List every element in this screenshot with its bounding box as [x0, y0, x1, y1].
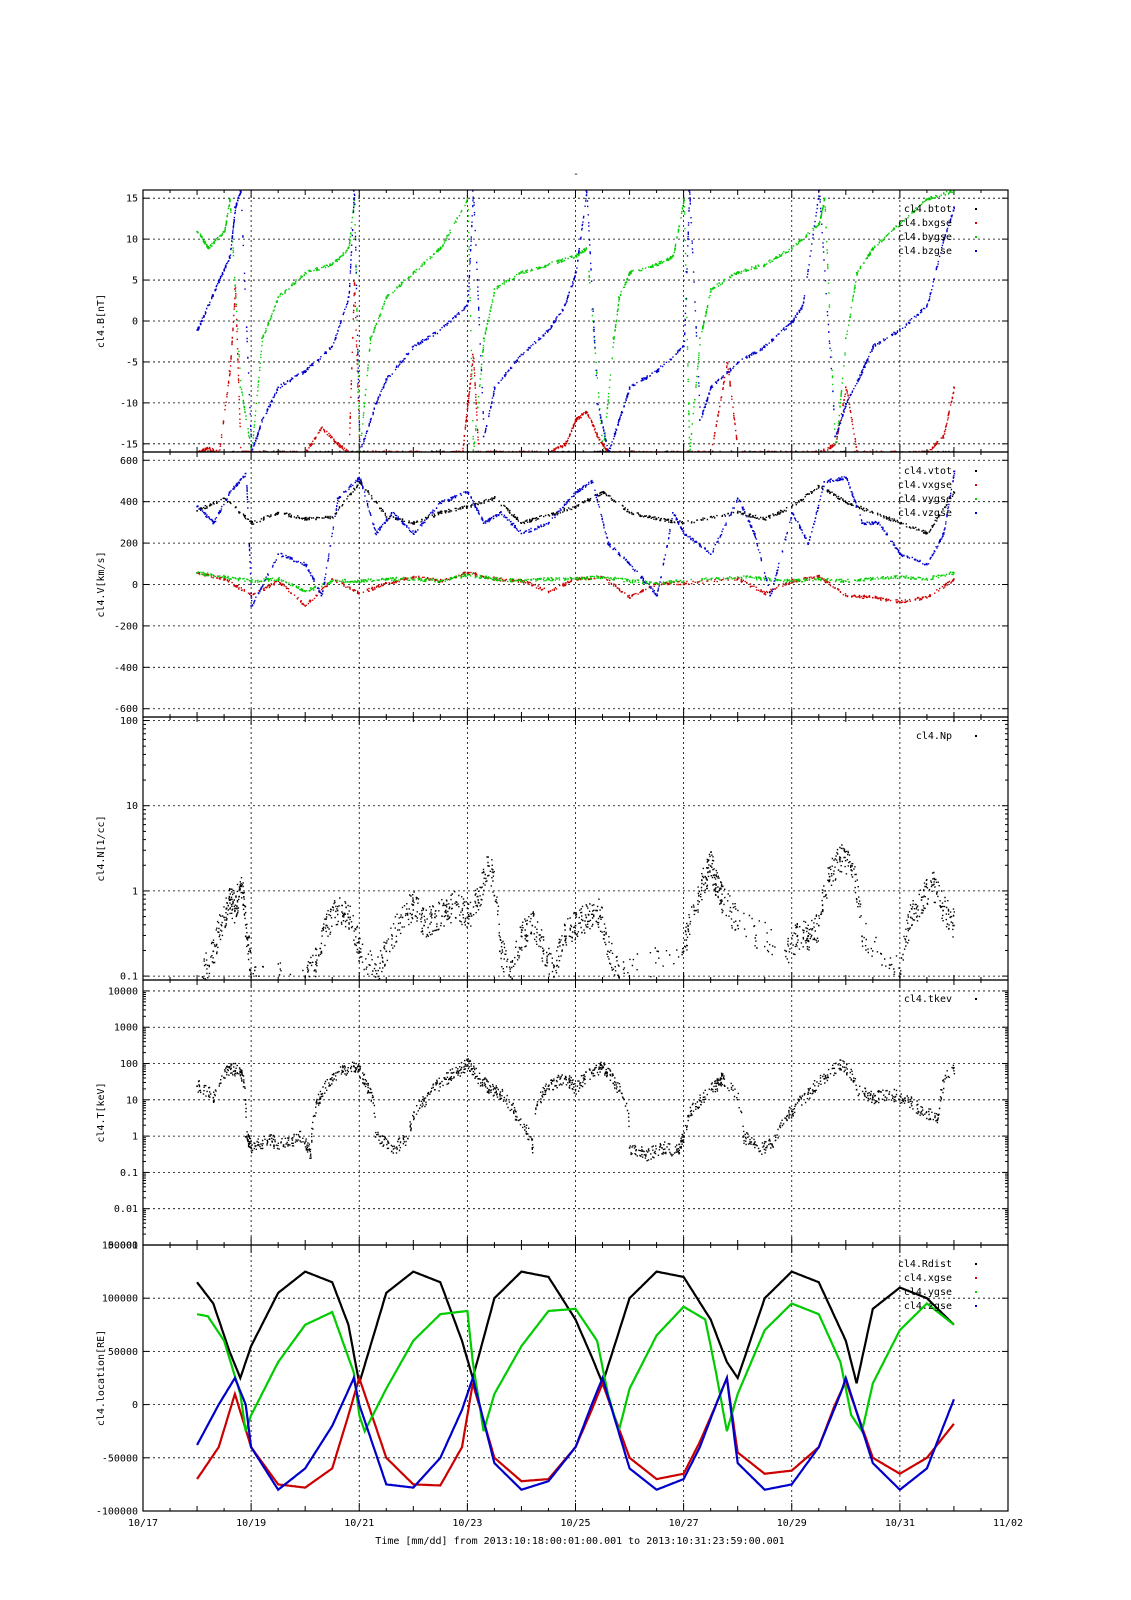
legend-label: cl4.bxgse: [898, 218, 952, 229]
y-tick-label: 50000: [108, 1347, 138, 1358]
data-layer: [196, 470, 956, 607]
legend-marker: [975, 470, 977, 472]
y-tick-label: 600: [120, 456, 138, 467]
legend-marker: [975, 250, 977, 252]
series-line-cl4.Rdist: [196, 1270, 955, 1387]
panel-1: -15 -10 -5 0 5 10 15 cl4.B[nT] cl4.btot cl4.bxgse…: [96, 189, 1009, 453]
legend-marker: [975, 998, 977, 1000]
legend-label: cl4.Rdist: [898, 1259, 952, 1270]
legend-marker: [975, 1291, 977, 1293]
legend-label: cl4.vzgse: [898, 508, 952, 519]
y-tick-label: 0.1: [120, 1168, 138, 1179]
y-tick-label: 0.01: [114, 1204, 138, 1215]
y-tick-label: 0.1: [120, 972, 138, 983]
y-tick-label: 100: [120, 716, 138, 727]
y-tick-label: 5: [132, 276, 138, 287]
x-tick-label: 10/21: [344, 1518, 374, 1529]
legend-label: cl4.vtot: [904, 466, 952, 477]
y-axis-label: cl4.location[RE]: [96, 1330, 107, 1426]
legend-label: cl4.ygse: [904, 1287, 952, 1298]
y-tick-label: -400: [114, 663, 138, 674]
legend-label: cl4.bzgse: [898, 246, 952, 257]
y-axis-label: cl4.B[nT]: [96, 294, 107, 348]
legend-label: cl4.bygse: [898, 232, 952, 243]
y-tick-label: -100000: [96, 1507, 138, 1518]
series-line-cl4.ygse: [196, 1302, 955, 1436]
y-tick-label: 400: [120, 497, 138, 508]
x-tick-label: 10/23: [452, 1518, 482, 1529]
legend-marker: [975, 512, 977, 514]
y-tick-label: 0: [132, 317, 138, 328]
y-tick-label: -15: [120, 439, 138, 450]
legend-label: cl4.tkev: [904, 994, 952, 1005]
y-tick-label: -5: [126, 357, 138, 368]
x-tick-label: 10/19: [236, 1518, 266, 1529]
series-line-cl4.zgse: [196, 1373, 955, 1492]
legend-marker: [975, 1277, 977, 1279]
top-mark: -: [573, 169, 579, 180]
y-tick-label: -10: [120, 398, 138, 409]
panel-frame: [142, 1244, 1009, 1512]
y-tick-label: 1: [132, 886, 138, 897]
legend-label: cl4.vxgse: [898, 480, 952, 491]
y-tick-label: -50000: [102, 1453, 138, 1464]
panel-2: -600 -400 -200 0 200 400 600 cl4.V[km/s] cl4.vto…: [96, 451, 1009, 718]
legend-marker: [975, 236, 977, 238]
y-axis-label: cl4.T[keV]: [96, 1082, 107, 1142]
x-tick-label: 10/25: [560, 1518, 590, 1529]
y-tick-label: -200: [114, 621, 138, 632]
legend-label: cl4.Np: [916, 731, 952, 742]
y-tick-label: 1000: [114, 1023, 138, 1034]
legend-marker: [975, 484, 977, 486]
x-tick-label: 10/29: [777, 1518, 807, 1529]
y-tick-label: 1: [132, 1132, 138, 1143]
series-points-cl4.vygse: [196, 571, 955, 593]
y-tick-label: 150000: [102, 1241, 138, 1252]
y-tick-label: 100000: [102, 1294, 138, 1305]
panel-4: 0.001 0.01 0.1 1 10 100 1000 10000 cl4.T[keV] cl4…: [96, 979, 1009, 1252]
y-tick-label: 10: [126, 801, 138, 812]
x-tick-label: 11/02: [993, 1518, 1023, 1529]
y-tick-label: 200: [120, 539, 138, 550]
y-tick-label: 100: [120, 1059, 138, 1070]
legend-label: cl4.xgse: [904, 1273, 952, 1284]
legend-marker: [975, 1263, 977, 1265]
x-tick-label: 10/31: [885, 1518, 915, 1529]
y-tick-label: 0: [132, 580, 138, 591]
series-points-cl4.vxgse: [196, 571, 955, 607]
y-tick-label: 0: [132, 1400, 138, 1411]
legend-label: cl4.zgse: [904, 1301, 952, 1312]
y-axis-label: cl4.N[1/cc]: [96, 815, 107, 881]
x-axis-title: Time [mm/dd] from 2013:10:18:00:01:00.00…: [375, 1536, 784, 1547]
y-tick-label: 10000: [108, 986, 138, 997]
y-tick-label: 10: [126, 1095, 138, 1106]
panel-5: -100000 -50000 0 50000 100000 150000 cl4.locat…: [96, 1241, 1009, 1518]
data-layer: [201, 844, 955, 980]
legend-label: cl4.btot: [904, 204, 952, 215]
series-points-cl4.Np: [201, 844, 955, 980]
legend-label: cl4.vygse: [898, 494, 952, 505]
y-tick-label: 10: [126, 235, 138, 246]
series-points-cl4.vtot: [196, 479, 956, 535]
panel-3: 0.1 1 10 100 cl4.N[1/cc] cl4.Np: [96, 716, 1009, 983]
legend-marker: [975, 735, 977, 737]
y-tick-label: 15: [126, 194, 138, 205]
legend-marker: [975, 1305, 977, 1307]
legend-marker: [975, 208, 977, 210]
legend-marker: [975, 222, 977, 224]
legend-marker: [975, 498, 977, 500]
y-tick-label: -600: [114, 704, 138, 715]
data-layer: [196, 1270, 955, 1492]
y-axis-label: cl4.V[km/s]: [96, 551, 107, 617]
x-tick-label: 10/17: [128, 1518, 158, 1529]
y-tick-label: 0.001: [108, 1241, 138, 1252]
x-tick-label: 10/27: [669, 1518, 699, 1529]
